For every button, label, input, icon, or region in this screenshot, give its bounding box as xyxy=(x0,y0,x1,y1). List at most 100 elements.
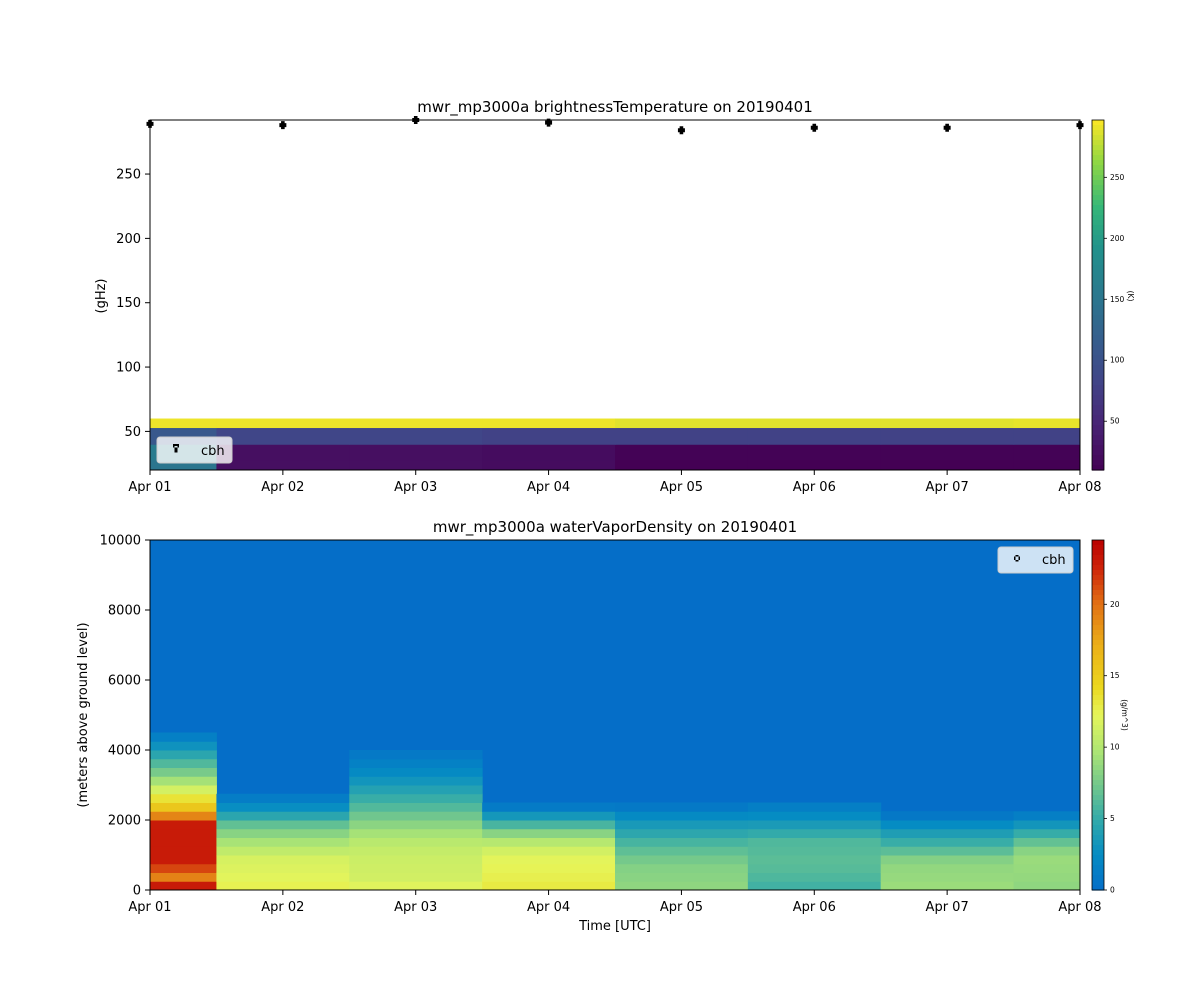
colorbar-segment xyxy=(1092,205,1104,211)
colorbar-segment xyxy=(1092,300,1104,306)
heatmap-cell xyxy=(150,846,217,856)
heatmap-cell xyxy=(880,855,1015,865)
heatmap-cell xyxy=(150,767,217,777)
heatmap-cell xyxy=(349,881,483,891)
colorbar-segment xyxy=(1092,810,1104,816)
colorbar-segment xyxy=(1092,165,1104,171)
colorbar-segment xyxy=(1092,700,1104,706)
colorbar-segment xyxy=(1092,655,1104,661)
heatmap-cell xyxy=(747,828,882,838)
heatmap-cell xyxy=(349,459,483,471)
colorbar-tick-label: 200 xyxy=(1110,234,1125,243)
cbh-point xyxy=(810,123,818,132)
colorbar-segment xyxy=(1092,315,1104,321)
heatmap-cell xyxy=(349,767,483,777)
colorbar-segment xyxy=(1092,765,1104,771)
y-tick-label: 4000 xyxy=(108,744,141,759)
legend-label: cbh xyxy=(1042,553,1066,568)
y-tick-label: 6000 xyxy=(108,674,141,689)
heatmap-cell xyxy=(1013,872,1081,882)
x-tick-label: Apr 01 xyxy=(128,480,171,495)
colorbar: 50 100 150 200 250 xyxy=(1091,119,1125,471)
colorbar-segment xyxy=(1092,120,1104,126)
heatmap-cell xyxy=(1013,828,1081,838)
colorbar-segment xyxy=(1092,395,1104,401)
colorbar-segment xyxy=(1092,355,1104,361)
x-tick-label: Apr 05 xyxy=(660,480,703,495)
colorbar-segment xyxy=(1092,380,1104,386)
colorbar-segment xyxy=(1092,400,1104,406)
colorbar-segment xyxy=(1092,435,1104,441)
x-tick-label: Apr 02 xyxy=(261,480,304,495)
brightness-temperature-panel: mwr_mp3000a brightnessTemperature on 201… xyxy=(94,98,1135,495)
heatmap-cell xyxy=(1013,837,1081,847)
heatmap-cells xyxy=(150,418,1081,471)
x-tick-label: Apr 03 xyxy=(394,900,437,915)
colorbar-segment xyxy=(1092,370,1104,376)
heatmap-cell xyxy=(216,863,350,873)
colorbar-segment xyxy=(1092,365,1104,371)
heatmap-cell xyxy=(880,811,1015,821)
colorbar-tick-label: 10 xyxy=(1110,743,1120,752)
heatmap-cell xyxy=(482,828,616,838)
heatmap-cell xyxy=(349,837,483,847)
colorbar-segment xyxy=(1092,610,1104,616)
colorbar-segment xyxy=(1092,685,1104,691)
colorbar-segment xyxy=(1092,175,1104,181)
legend-box xyxy=(156,436,233,464)
colorbar-segment xyxy=(1092,860,1104,866)
colorbar-segment xyxy=(1092,130,1104,136)
heatmap-cell xyxy=(615,802,749,812)
colorbar-segment xyxy=(1092,875,1104,881)
colorbar-segment xyxy=(1092,180,1104,186)
heatmap-cell xyxy=(216,855,350,865)
colorbar-segment xyxy=(1092,660,1104,666)
colorbar-segment xyxy=(1092,710,1104,716)
colorbar-segment xyxy=(1092,720,1104,726)
colorbar-segment xyxy=(1092,310,1104,316)
heatmap-cell xyxy=(349,427,483,445)
heatmap-cell xyxy=(216,459,350,471)
colorbar-segment xyxy=(1092,850,1104,856)
colorbar-segment xyxy=(1092,880,1104,886)
x-tick-label: Apr 01 xyxy=(128,900,171,915)
heatmap-cell xyxy=(216,802,350,812)
heatmap-cell xyxy=(482,459,616,471)
colorbar-segment xyxy=(1092,210,1104,216)
heatmap-cell xyxy=(150,785,217,795)
heatmap-cell xyxy=(615,427,749,445)
colorbar-segment xyxy=(1092,845,1104,851)
colorbar-segment xyxy=(1092,865,1104,871)
heatmap-cell xyxy=(150,811,217,821)
heatmap-cell xyxy=(349,828,483,838)
heatmap-cell xyxy=(615,863,749,873)
colorbar-tick-label: 150 xyxy=(1110,295,1125,304)
heatmap-cell xyxy=(349,802,483,812)
heatmap-cell xyxy=(615,837,749,847)
heatmap-cell xyxy=(482,418,616,429)
heatmap-cell xyxy=(1013,863,1081,873)
colorbar-segment xyxy=(1092,260,1104,266)
heatmap-cell xyxy=(747,802,882,812)
colorbar-segment xyxy=(1092,225,1104,231)
y-tick-label: 2000 xyxy=(108,814,141,829)
heatmap-cell xyxy=(1013,855,1081,865)
heatmap-cell xyxy=(216,881,350,891)
colorbar-segment xyxy=(1092,825,1104,831)
cbh-point xyxy=(943,123,951,132)
heatmap-cell xyxy=(349,758,483,768)
y-tick-label: 200 xyxy=(116,232,141,247)
heatmap-cell xyxy=(1013,846,1081,856)
heatmap-cell xyxy=(216,427,350,445)
colorbar-segment xyxy=(1092,740,1104,746)
colorbar-segment xyxy=(1092,560,1104,566)
colorbar-segment xyxy=(1092,455,1104,461)
x-tick-label: Apr 08 xyxy=(1058,480,1101,495)
chart-title: mwr_mp3000a waterVaporDensity on 2019040… xyxy=(433,518,797,537)
colorbar-segment xyxy=(1092,640,1104,646)
heatmap-cell xyxy=(349,846,483,856)
colorbar-segment xyxy=(1092,405,1104,411)
colorbar-segment xyxy=(1092,445,1104,451)
colorbar-segment xyxy=(1092,870,1104,876)
heatmap-cell xyxy=(747,855,882,865)
